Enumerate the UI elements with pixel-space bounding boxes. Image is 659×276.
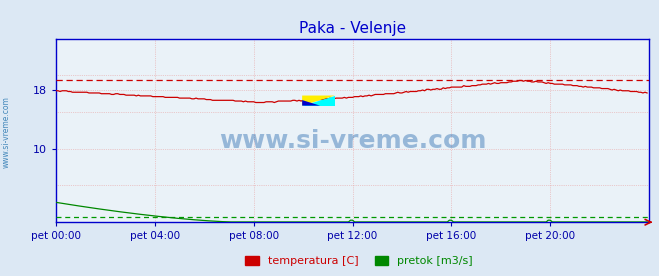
Text: www.si-vreme.com: www.si-vreme.com xyxy=(2,97,11,168)
Title: Paka - Velenje: Paka - Velenje xyxy=(299,21,406,36)
Polygon shape xyxy=(302,95,335,106)
Polygon shape xyxy=(302,95,335,106)
Legend: temperatura [C], pretok [m3/s]: temperatura [C], pretok [m3/s] xyxy=(241,251,477,270)
Polygon shape xyxy=(302,100,320,106)
Text: www.si-vreme.com: www.si-vreme.com xyxy=(219,129,486,153)
